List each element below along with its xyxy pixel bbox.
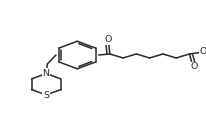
Text: O: O [104, 35, 111, 44]
Text: S: S [43, 91, 49, 100]
Text: N: N [42, 69, 49, 78]
Text: O: O [190, 62, 197, 71]
Text: O: O [199, 47, 206, 56]
